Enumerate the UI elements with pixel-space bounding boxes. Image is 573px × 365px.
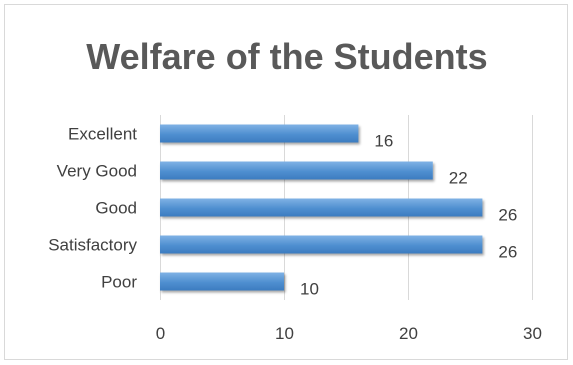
labels-layer: 0 10 20 30 Excellent 16 Very Good 22 Good 26 Satis…	[48, 125, 542, 344]
bar-poor	[160, 272, 284, 291]
bar-satisfactory	[160, 235, 483, 254]
data-label: 16	[374, 132, 393, 151]
x-tick-label: 0	[156, 324, 165, 343]
bars-layer	[160, 124, 483, 291]
data-label: 26	[498, 243, 517, 262]
bar-excellent	[160, 124, 359, 143]
category-label: Satisfactory	[48, 236, 137, 255]
data-label: 10	[300, 280, 319, 299]
bar-good	[160, 198, 483, 217]
x-tick-label: 20	[399, 324, 418, 343]
category-label: Poor	[101, 273, 137, 292]
category-label: Excellent	[68, 125, 137, 144]
data-label: 22	[449, 169, 468, 188]
category-label: Good	[95, 199, 137, 218]
chart-frame	[4, 4, 568, 360]
bar-very-good	[160, 161, 433, 180]
x-tick-label: 10	[275, 324, 294, 343]
x-tick-label: 30	[523, 324, 542, 343]
category-label: Very Good	[57, 162, 137, 181]
data-label: 26	[498, 206, 517, 225]
chart-title: Welfare of the Students	[86, 36, 487, 77]
